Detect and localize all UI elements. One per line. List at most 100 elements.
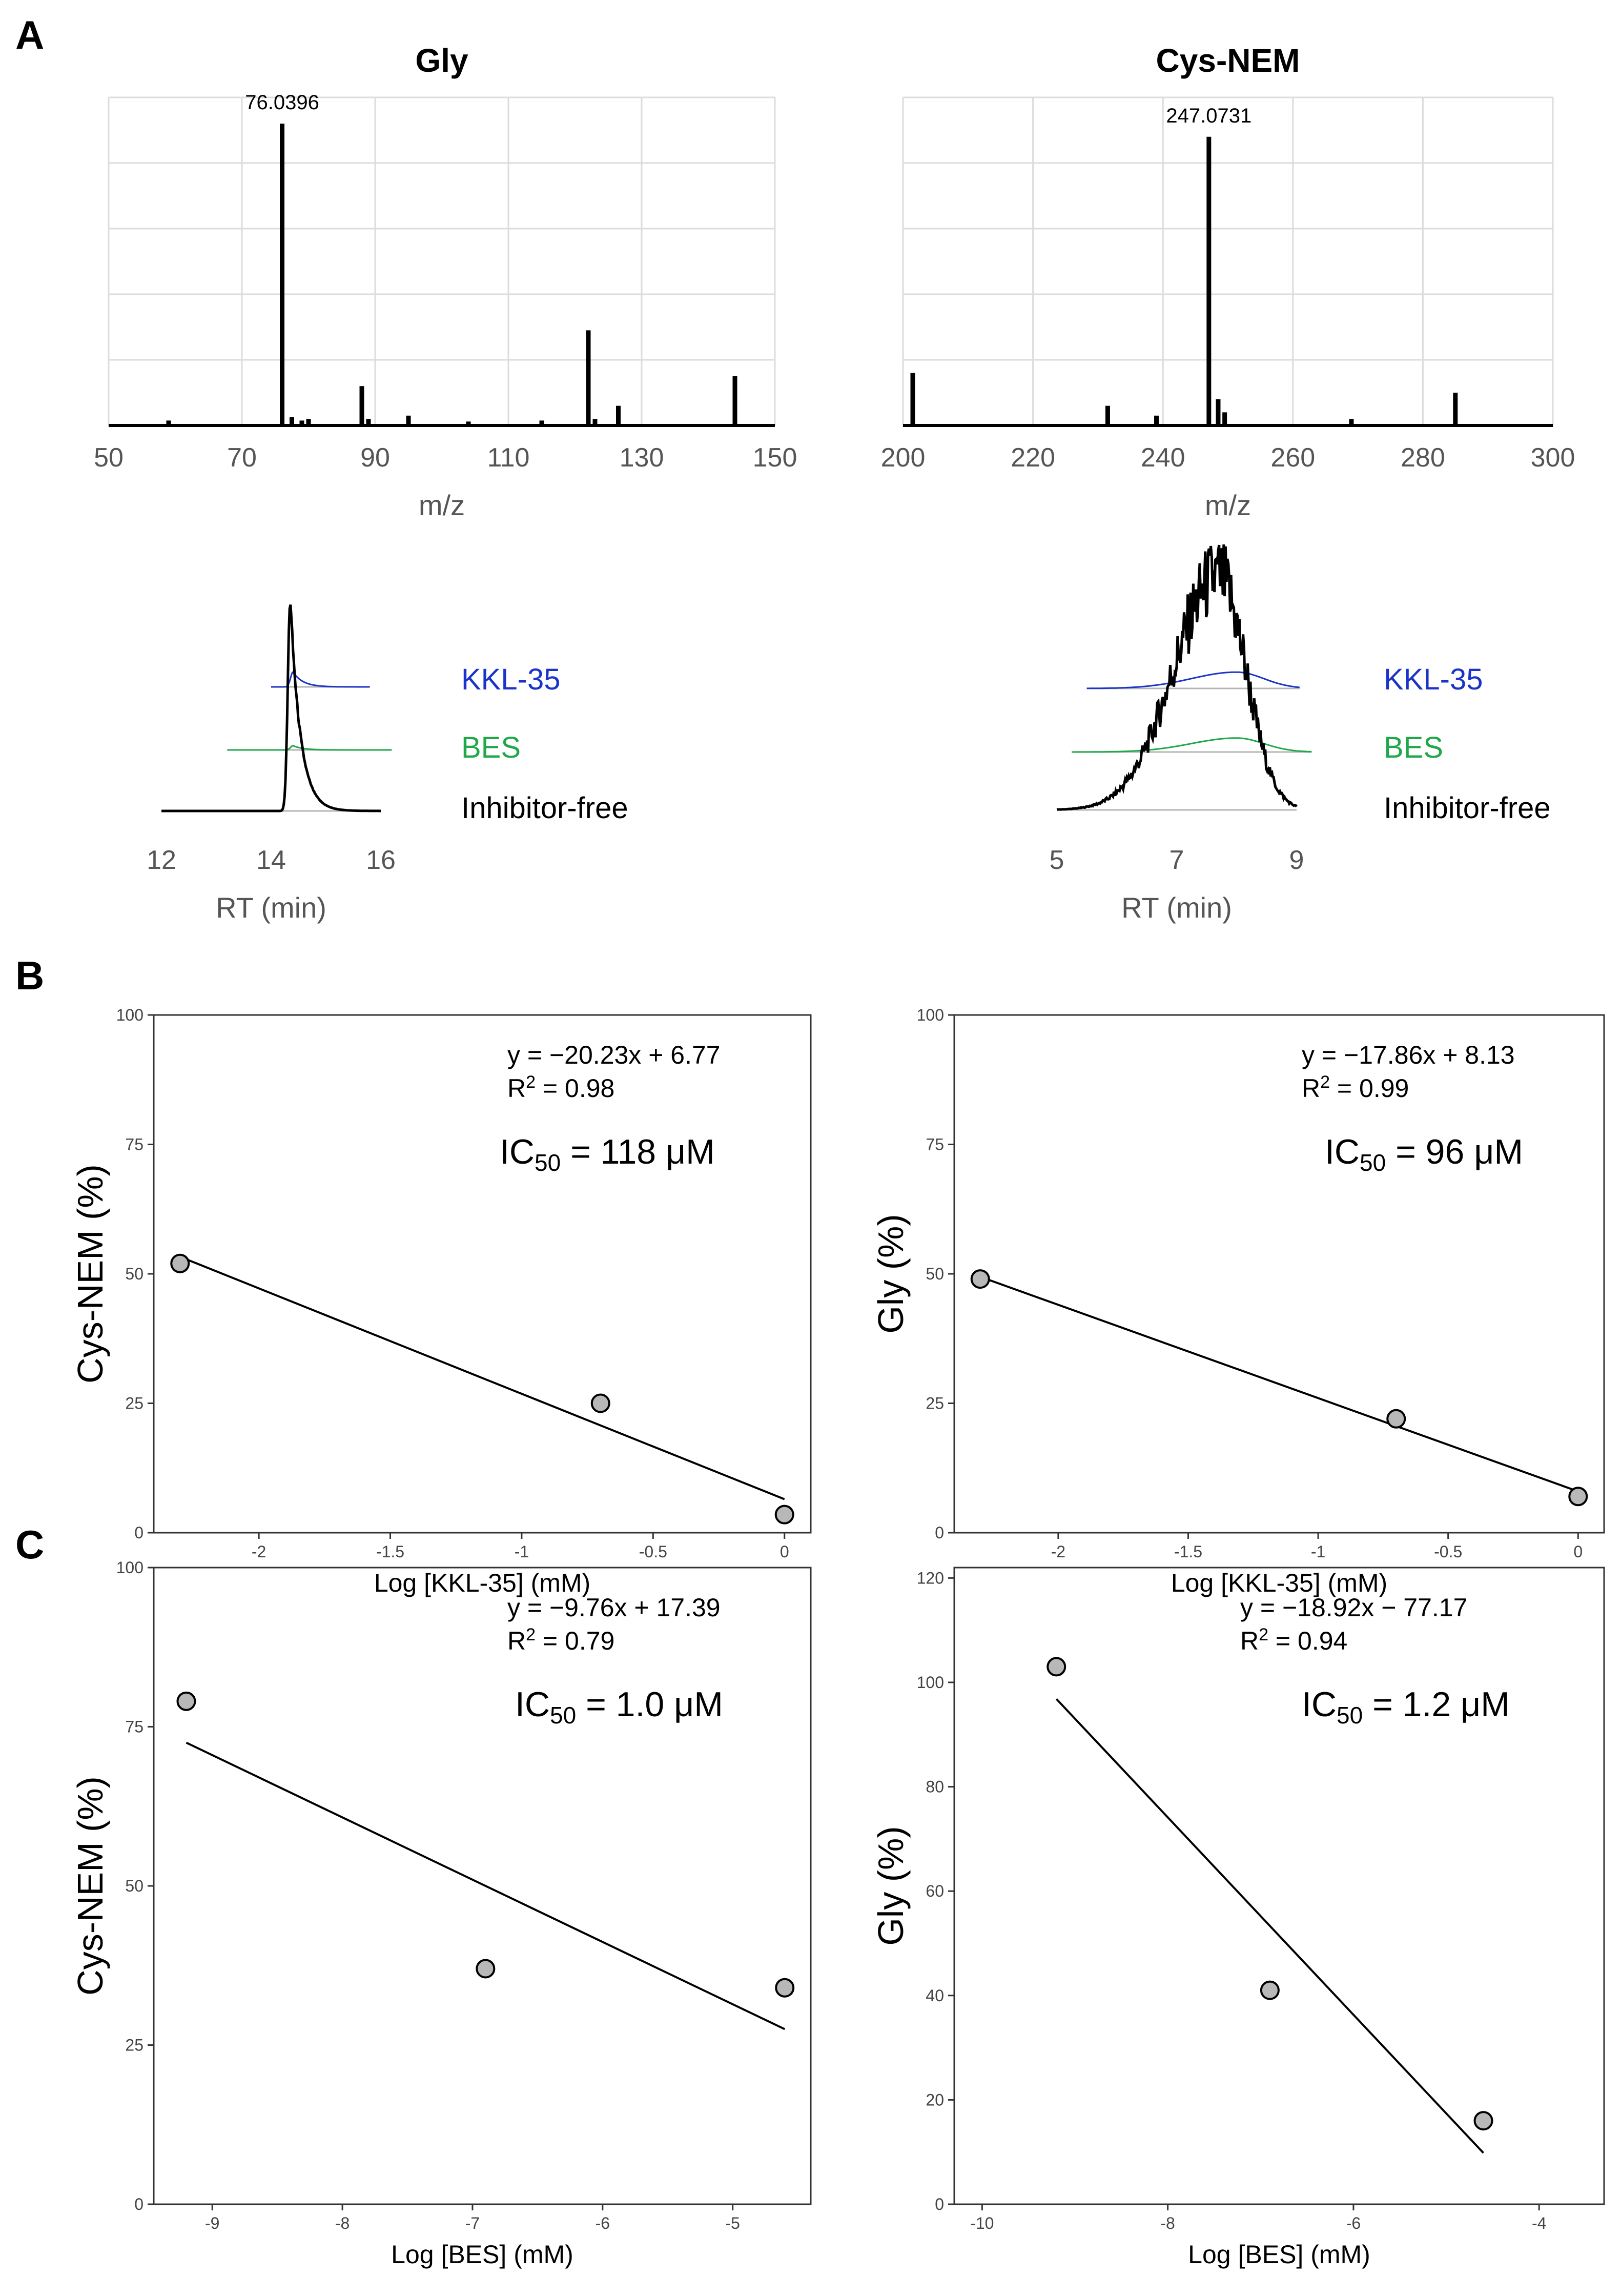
x-tick-label: -1 bbox=[515, 1542, 529, 1561]
y-tick-label: 75 bbox=[926, 1135, 944, 1154]
y-axis-label: Cys-NEM (%) bbox=[70, 1164, 110, 1384]
ic50-text: IC50 = 1.0 μM bbox=[515, 1685, 723, 1729]
chromatogram-trace bbox=[271, 671, 370, 688]
x-tick-label: -0.5 bbox=[639, 1542, 667, 1561]
trace-label: KKL-35 bbox=[1384, 663, 1483, 696]
x-tick-label: -7 bbox=[465, 2214, 480, 2232]
chromatogram-gly: KKL-35 BES Inhibitor-free 12 14 16 RT (min) bbox=[147, 604, 628, 924]
y-tick-label: 20 bbox=[926, 2090, 944, 2109]
chart-title: Gly bbox=[415, 42, 468, 79]
x-tick-label: -2 bbox=[252, 1542, 266, 1561]
plot-frame bbox=[953, 1567, 1605, 2205]
x-tick-label: -2 bbox=[1051, 1542, 1065, 1561]
x-tick-label: -1.5 bbox=[376, 1542, 404, 1561]
r-squared-text: R2 = 0.94 bbox=[1240, 1625, 1347, 1655]
equation-text: y = −20.23x + 6.77 bbox=[507, 1041, 721, 1069]
equation-text: y = −17.86x + 8.13 bbox=[1302, 1041, 1515, 1069]
scatter-c-left: 0 25 50 75 100 -9 -8 -7 -6 -5 Log [BES] (mM) Cys-NE… bbox=[70, 1558, 812, 2269]
x-tick-label: 16 bbox=[366, 845, 396, 875]
chromatogram-trace bbox=[1072, 737, 1312, 753]
y-tick-label: 60 bbox=[926, 1882, 944, 1900]
chromatogram-trace bbox=[227, 745, 392, 751]
x-tick-label: 260 bbox=[1270, 443, 1315, 473]
y-axis-label: Gly (%) bbox=[871, 1214, 911, 1333]
y-tick-label: 0 bbox=[134, 2195, 143, 2213]
trace-label: KKL-35 bbox=[461, 663, 560, 696]
plot-frame bbox=[953, 1014, 1605, 1534]
x-tick-label: -4 bbox=[1532, 2214, 1546, 2232]
y-tick-label: 0 bbox=[935, 2195, 944, 2213]
r-squared-text: R2 = 0.98 bbox=[507, 1072, 614, 1103]
scatter-b-left: 0 25 50 75 100 -2 -1.5 -1 -0.5 0 Log [KKL-35] (mM)… bbox=[70, 1006, 812, 1597]
regression-line bbox=[980, 1275, 1578, 1493]
x-tick-label: 300 bbox=[1531, 443, 1575, 473]
x-tick-label: -1.5 bbox=[1174, 1542, 1202, 1561]
scatter-c-right: 0 20 40 60 80 100 120 -10 -8 -6 -4 Log [BES] (mM) Gl… bbox=[871, 1567, 1605, 2269]
r-squared-text: R2 = 0.79 bbox=[507, 1625, 614, 1655]
chromatogram-trace bbox=[161, 604, 381, 812]
x-tick-label: 70 bbox=[227, 443, 257, 473]
x-tick-label: -8 bbox=[1160, 2214, 1175, 2232]
plot-frame bbox=[153, 1014, 812, 1534]
x-tick-label: -9 bbox=[205, 2214, 219, 2232]
x-tick-label: 5 bbox=[1050, 845, 1064, 875]
x-axis-label: RT (min) bbox=[216, 891, 326, 924]
x-tick-label: -5 bbox=[725, 2214, 740, 2232]
equation-text: y = −18.92x − 77.17 bbox=[1240, 1593, 1467, 1622]
y-tick-label: 75 bbox=[125, 1135, 143, 1154]
y-tick-label: 0 bbox=[134, 1523, 143, 1542]
peak-label: 247.0731 bbox=[1166, 105, 1251, 127]
x-tick-label: 200 bbox=[881, 443, 926, 473]
data-point bbox=[1047, 1657, 1066, 1677]
x-axis-label: Log [KKL-35] (mM) bbox=[374, 1569, 590, 1597]
mass-spectrum-cys-nem: Cys-NEM 247.0731 200 220 240 260 280 300 m/z bbox=[881, 42, 1575, 521]
r-squared-text: R2 = 0.99 bbox=[1302, 1072, 1409, 1103]
x-axis-label: Log [BES] (mM) bbox=[391, 2240, 573, 2269]
y-tick-label: 100 bbox=[917, 1673, 944, 1692]
x-tick-label: 280 bbox=[1401, 443, 1445, 473]
chromatogram-cys-nem: KKL-35 BES Inhibitor-free 5 7 9 RT (min) bbox=[1050, 544, 1551, 924]
x-axis-label: Log [BES] (mM) bbox=[1188, 2240, 1370, 2269]
x-tick-label: 130 bbox=[620, 443, 664, 473]
ic50-text: IC50 = 118 μM bbox=[500, 1132, 715, 1176]
y-tick-label: 0 bbox=[935, 1523, 944, 1542]
scatter-b-right: 0 25 50 75 100 -2 -1.5 -1 -0.5 0 Log [KKL-35] (mM)… bbox=[871, 1006, 1605, 1597]
x-tick-label: -10 bbox=[970, 2214, 994, 2232]
x-tick-label: 9 bbox=[1289, 845, 1304, 875]
data-point bbox=[1473, 2111, 1493, 2131]
y-tick-label: 50 bbox=[926, 1265, 944, 1283]
panel-label-b: B bbox=[15, 953, 44, 998]
mass-spectrum-gly: Gly 76.0396 50 70 90 110 130 150 m/z bbox=[94, 42, 797, 521]
x-tick-label: -6 bbox=[1346, 2214, 1361, 2232]
plot-frame bbox=[153, 1567, 812, 2205]
x-tick-label: 12 bbox=[147, 845, 176, 875]
chromatogram-trace bbox=[1086, 671, 1300, 689]
x-axis-label: RT (min) bbox=[1121, 891, 1232, 924]
y-tick-label: 50 bbox=[125, 1265, 143, 1283]
y-tick-label: 25 bbox=[926, 1394, 944, 1413]
x-tick-label: 240 bbox=[1141, 443, 1185, 473]
trace-label: BES bbox=[1384, 731, 1443, 764]
ic50-text: IC50 = 96 μM bbox=[1325, 1132, 1523, 1176]
y-tick-label: 75 bbox=[125, 1718, 143, 1736]
data-point bbox=[590, 1393, 610, 1413]
x-axis-label: m/z bbox=[1205, 489, 1251, 521]
data-point bbox=[176, 1691, 196, 1711]
x-tick-label: 0 bbox=[1573, 1542, 1583, 1561]
chart-title: Cys-NEM bbox=[1156, 42, 1300, 79]
trace-label: BES bbox=[461, 731, 521, 764]
y-tick-label: 25 bbox=[125, 1394, 143, 1413]
y-tick-label: 40 bbox=[926, 1986, 944, 2005]
y-tick-label: 120 bbox=[917, 1569, 944, 1587]
regression-line bbox=[1055, 1698, 1484, 2154]
chromatogram-trace bbox=[1056, 544, 1298, 811]
ic50-text: IC50 = 1.2 μM bbox=[1302, 1685, 1510, 1729]
x-tick-label: 7 bbox=[1169, 845, 1184, 875]
x-tick-label: -6 bbox=[596, 2214, 610, 2232]
data-point bbox=[775, 1978, 795, 1998]
y-tick-label: 80 bbox=[926, 1778, 944, 1796]
y-tick-label: 50 bbox=[125, 1877, 143, 1895]
x-axis-label: Log [KKL-35] (mM) bbox=[1171, 1569, 1387, 1597]
trace-label: Inhibitor-free bbox=[461, 791, 628, 825]
